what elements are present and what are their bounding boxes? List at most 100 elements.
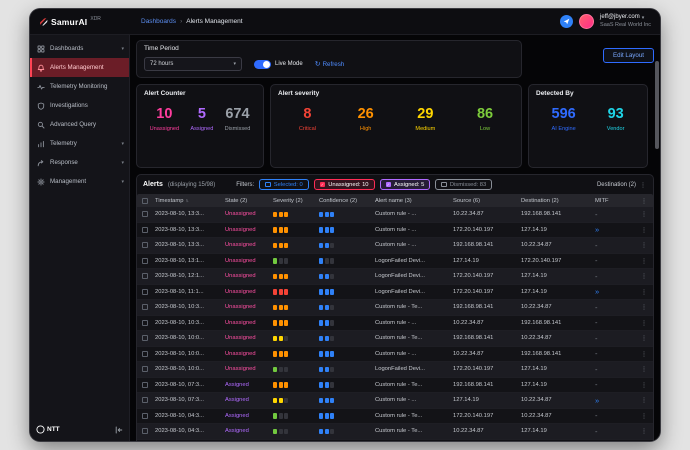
sidebar-item-management[interactable]: Management ▾ — [30, 172, 129, 191]
table-row[interactable]: 2023-08-10, 07:3... Assigned Custom rule -… — [137, 377, 653, 393]
row-checkbox[interactable] — [142, 412, 155, 419]
column-header-severity-2[interactable]: Severity (2) — [273, 197, 303, 204]
refresh-button[interactable]: ↻ Refresh — [315, 60, 345, 69]
row-menu-kebab-icon[interactable]: ⋮ — [640, 257, 648, 265]
stat-label: High — [359, 125, 372, 132]
stat-dismissed: 674 Dismissed — [225, 106, 251, 132]
edit-layout-button[interactable]: Edit Layout — [603, 48, 654, 63]
sort-icon[interactable]: ↑↓ — [185, 197, 189, 203]
mitre-icon[interactable]: » — [595, 288, 600, 296]
table-row[interactable]: 2023-08-10, 04:3... Assigned Custom rule -… — [137, 424, 653, 440]
stat-value: 26 — [357, 106, 374, 122]
cell-timestamp: 2023-08-10, 12:1... — [155, 273, 204, 280]
top-bar: SamurAI XDR Dashboards › Alerts Manageme… — [30, 9, 660, 35]
row-checkbox[interactable] — [142, 381, 155, 388]
stat-label: Vendor — [606, 125, 625, 132]
row-checkbox[interactable] — [142, 335, 155, 342]
stat-panel-alert-counter: Alert Counter 10 Unassigned 5 Assigned 674 Dis… — [136, 84, 264, 168]
table-row[interactable]: 2023-08-10, 13:3... Unassigned Custom rule… — [137, 207, 653, 223]
sidebar-item-advanced-query[interactable]: Advanced Query — [30, 115, 129, 134]
mitre-icon[interactable]: » — [595, 226, 600, 234]
column-header-timestamp[interactable]: Timestamp ↑↓ — [155, 197, 189, 204]
sidebar-item-investigations[interactable]: Investigations — [30, 96, 129, 115]
cell-state: Assigned — [225, 412, 249, 419]
group-by-control[interactable]: Destination (2) ⋮ — [597, 181, 647, 189]
row-checkbox[interactable] — [142, 257, 155, 264]
table-row[interactable]: 2023-08-10, 04:3... Assigned Custom rule -… — [137, 408, 653, 424]
cell-source: 172.20.140.197 — [453, 273, 494, 280]
table-row[interactable]: 2023-08-10, 13:3... Unassigned Custom rule… — [137, 222, 653, 238]
row-checkbox[interactable] — [142, 350, 155, 357]
sidebar-item-response[interactable]: Response ▾ — [30, 153, 129, 172]
severity-indicator — [273, 289, 319, 295]
row-menu-kebab-icon[interactable]: ⋮ — [640, 381, 648, 389]
time-range-select[interactable]: 72 hours ▾ — [144, 57, 242, 71]
row-menu-kebab-icon[interactable]: ⋮ — [640, 273, 648, 281]
row-checkbox[interactable] — [142, 273, 155, 280]
user-menu[interactable]: jeff@jbyer.com ▾ SaaS Real World Inc — [600, 14, 651, 28]
table-row[interactable]: 2023-08-10, 10:3... Unassigned Custom rule… — [137, 300, 653, 316]
row-menu-kebab-icon[interactable]: ⋮ — [640, 428, 648, 436]
select-all-checkbox[interactable] — [142, 197, 155, 204]
row-checkbox[interactable] — [142, 319, 155, 326]
row-checkbox[interactable] — [142, 397, 155, 404]
column-header-mitf[interactable]: MITF — [595, 197, 609, 204]
column-header-destination-2[interactable]: Destination (2) — [521, 197, 559, 204]
sidebar-item-dashboards[interactable]: Dashboards ▾ — [30, 39, 129, 58]
row-menu-kebab-icon[interactable]: ⋮ — [640, 412, 648, 420]
table-row[interactable]: 2023-08-10, 11:1... Unassigned LogonFailed… — [137, 284, 653, 300]
row-menu-kebab-icon[interactable]: ⋮ — [640, 226, 648, 234]
table-row[interactable]: 2023-08-10, 13:1... Unassigned LogonFailed… — [137, 253, 653, 269]
row-checkbox[interactable] — [142, 366, 155, 373]
collapse-sidebar-icon[interactable] — [115, 426, 123, 434]
row-menu-kebab-icon[interactable]: ⋮ — [640, 366, 648, 374]
column-header-state-2[interactable]: State (2) — [225, 197, 248, 204]
row-checkbox[interactable] — [142, 242, 155, 249]
row-menu-kebab-icon[interactable]: ⋮ — [640, 335, 648, 343]
scrollbar[interactable] — [655, 39, 659, 433]
mitre-icon[interactable]: » — [595, 396, 600, 404]
user-avatar[interactable] — [579, 14, 595, 29]
filter-chip-unassigned[interactable]: ✓ Unassigned: 10 — [313, 179, 375, 190]
row-menu-kebab-icon[interactable]: ⋮ — [640, 288, 648, 296]
row-checkbox[interactable] — [142, 304, 155, 311]
table-row[interactable]: 2023-08-10, 10:0... Unassigned Custom rule… — [137, 346, 653, 362]
table-row[interactable]: 2023-08-10, 10:3... Unassigned Custom rule… — [137, 315, 653, 331]
row-checkbox[interactable] — [142, 211, 155, 218]
row-menu-kebab-icon[interactable]: ⋮ — [640, 304, 648, 312]
row-checkbox[interactable] — [142, 226, 155, 233]
toggle-switch[interactable] — [254, 59, 271, 69]
cell-state: Unassigned — [225, 366, 256, 373]
sidebar-nav: Dashboards ▾ Alerts Management Telemetry Mo… — [30, 39, 129, 191]
sidebar-item-telemetry-monitoring[interactable]: Telemetry Monitoring — [30, 77, 129, 96]
column-header-confidence-2[interactable]: Confidence (2) — [319, 197, 358, 204]
kebab-icon[interactable]: ⋮ — [640, 197, 648, 205]
live-mode-toggle[interactable]: Live Mode — [254, 59, 303, 69]
row-checkbox[interactable] — [142, 428, 155, 435]
sidebar-item-alerts-management[interactable]: Alerts Management — [30, 58, 129, 77]
filter-chip-assigned[interactable]: ✓ Assigned: 5 — [379, 179, 431, 190]
kebab-icon[interactable]: ⋮ — [639, 181, 647, 189]
filter-chip-dismissed[interactable]: Dismissed: 83 — [435, 179, 493, 190]
table-row[interactable]: 2023-08-10, 10:0... Unassigned LogonFailed… — [137, 362, 653, 378]
row-menu-kebab-icon[interactable]: ⋮ — [640, 211, 648, 219]
row-menu-kebab-icon[interactable]: ⋮ — [640, 397, 648, 405]
sidebar-item-telemetry[interactable]: Telemetry ▾ — [30, 134, 129, 153]
table-row[interactable]: 2023-08-10, 10:0... Unassigned Custom rule… — [137, 331, 653, 347]
column-header-source-6[interactable]: Source (6) — [453, 197, 481, 204]
chevron-down-icon: ▾ — [121, 159, 124, 166]
cell-alert-name: Custom rule - ... — [375, 211, 417, 218]
table-row[interactable]: 2023-08-10, 13:3... Unassigned Custom rule… — [137, 238, 653, 254]
row-checkbox[interactable] — [142, 288, 155, 295]
table-row[interactable]: 2023-08-10, 07:3... Assigned Custom rule -… — [137, 393, 653, 409]
row-menu-kebab-icon[interactable]: ⋮ — [640, 242, 648, 250]
breadcrumb-dashboards[interactable]: Dashboards — [141, 18, 177, 25]
filter-chip-selected[interactable]: Selected: 0 — [259, 179, 309, 190]
column-header-alert-name-3[interactable]: Alert name (3) — [375, 197, 412, 204]
scrollbar-thumb[interactable] — [655, 61, 659, 149]
table-row[interactable]: 2023-08-10, 12:1... Unassigned LogonFailed… — [137, 269, 653, 285]
row-menu-kebab-icon[interactable]: ⋮ — [640, 350, 648, 358]
row-menu-kebab-icon[interactable]: ⋮ — [640, 319, 648, 327]
brand-logo[interactable]: SamurAI XDR — [39, 16, 131, 27]
send-feedback-button[interactable] — [560, 15, 574, 28]
